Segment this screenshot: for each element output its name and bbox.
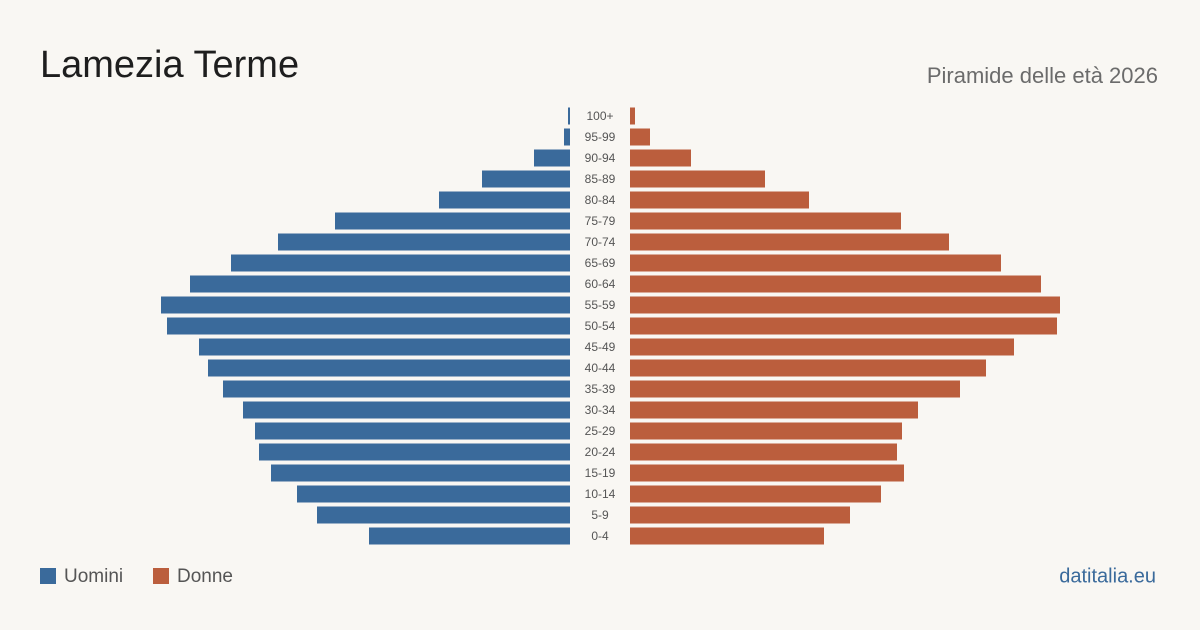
bar: [630, 464, 904, 482]
age-label: 95-99: [585, 130, 616, 144]
bar: [630, 506, 850, 524]
bar: [630, 128, 650, 146]
age-label: 70-74: [585, 235, 616, 249]
age-label: 30-34: [585, 403, 616, 417]
bar: [630, 275, 1041, 293]
bar: [630, 233, 949, 251]
bar: [630, 443, 897, 461]
bar: [564, 128, 570, 146]
age-label: 90-94: [585, 151, 616, 165]
bar: [223, 380, 570, 398]
bar: [630, 359, 986, 377]
bar: [243, 401, 570, 419]
age-label: 85-89: [585, 172, 616, 186]
bar: [317, 506, 570, 524]
bar: [190, 275, 570, 293]
bar: [630, 170, 765, 188]
bar: [568, 107, 570, 125]
bar: [630, 149, 691, 167]
age-label: 45-49: [585, 340, 616, 354]
age-label: 75-79: [585, 214, 616, 228]
bar: [335, 212, 570, 230]
legend-label: Uomini: [64, 566, 123, 587]
bar: [271, 464, 570, 482]
bar: [630, 422, 902, 440]
bar: [630, 212, 901, 230]
age-label: 15-19: [585, 466, 616, 480]
bar: [630, 254, 1001, 272]
bar: [630, 401, 918, 419]
chart-title: Lamezia Terme: [40, 44, 299, 86]
age-label: 50-54: [585, 319, 616, 333]
bar: [231, 254, 570, 272]
age-label: 60-64: [585, 277, 616, 291]
legend-label: Donne: [177, 566, 233, 587]
bar: [161, 296, 570, 314]
age-label: 65-69: [585, 256, 616, 270]
bar: [630, 527, 824, 545]
bar: [278, 233, 570, 251]
age-label: 40-44: [585, 361, 616, 375]
age-label: 35-39: [585, 382, 616, 396]
bar: [630, 317, 1057, 335]
bar: [199, 338, 570, 356]
bar: [297, 485, 570, 503]
age-label: 0-4: [591, 529, 609, 543]
age-label: 55-59: [585, 298, 616, 312]
bar: [482, 170, 570, 188]
bar: [208, 359, 570, 377]
bar: [630, 107, 635, 125]
chart-subtitle: Piramide delle età 2026: [927, 63, 1158, 88]
bar: [255, 422, 570, 440]
bar: [259, 443, 570, 461]
age-label: 100+: [586, 109, 613, 123]
age-label: 25-29: [585, 424, 616, 438]
bar: [630, 191, 809, 209]
bar: [439, 191, 570, 209]
legend-swatch: [153, 568, 169, 584]
bar: [534, 149, 570, 167]
bar: [630, 296, 1060, 314]
source[interactable]: datitalia.eu: [1059, 565, 1156, 587]
legend-swatch: [40, 568, 56, 584]
bar: [630, 485, 881, 503]
bar: [630, 380, 960, 398]
bar: [369, 527, 570, 545]
age-label: 20-24: [585, 445, 616, 459]
bar: [630, 338, 1014, 356]
age-label: 10-14: [585, 487, 616, 501]
bar: [167, 317, 570, 335]
age-label: 80-84: [585, 193, 616, 207]
age-label: 5-9: [591, 508, 609, 522]
